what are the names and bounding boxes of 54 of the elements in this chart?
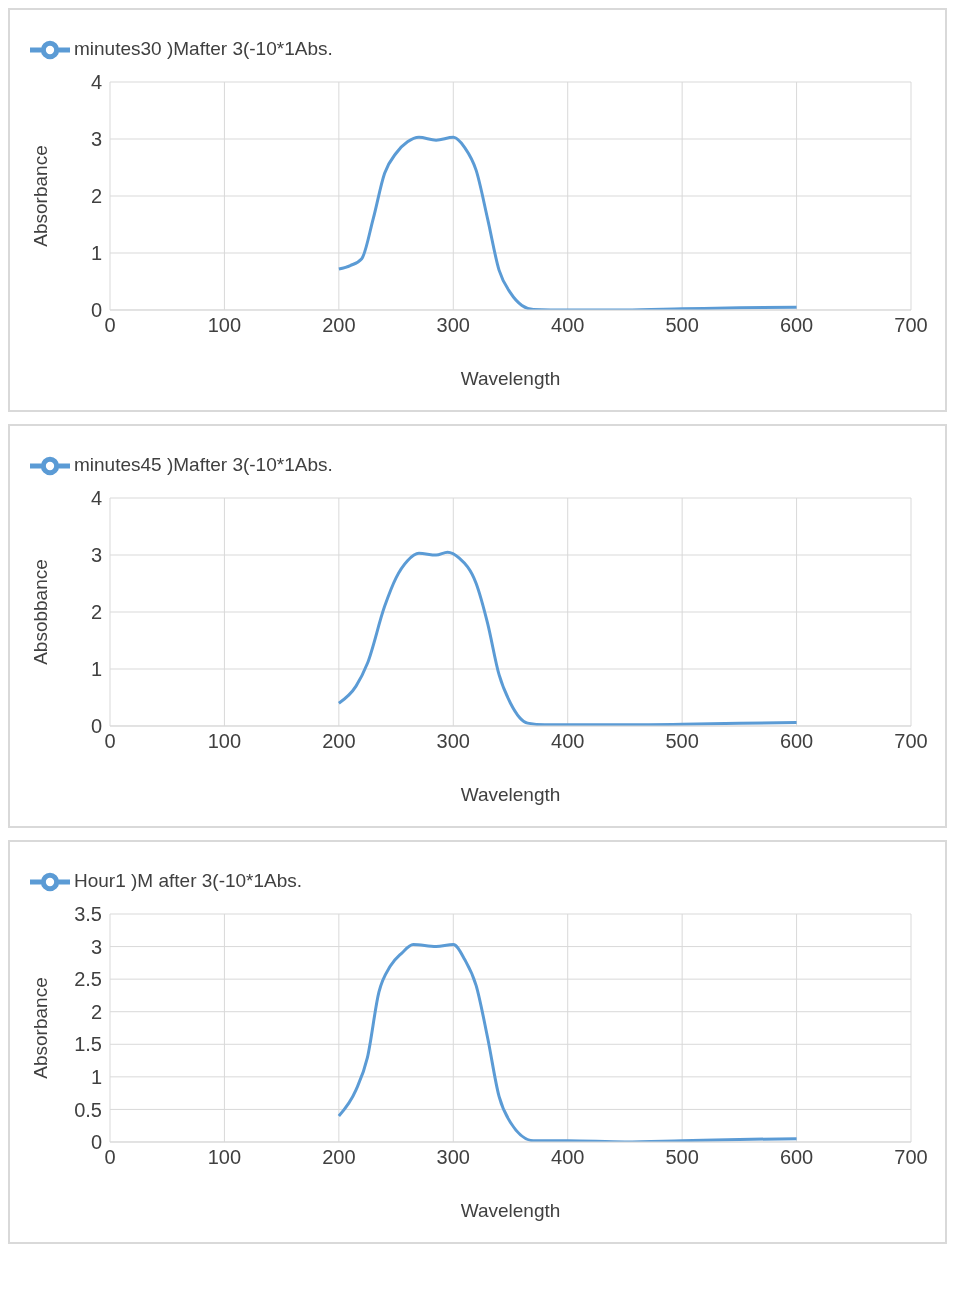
line-series <box>337 135 799 310</box>
y-tick-label: 3 <box>90 935 102 958</box>
y-tick-label: 2 <box>90 1000 102 1023</box>
x-tick-label: 400 <box>551 314 585 337</box>
x-tick-label: 700 <box>894 730 928 753</box>
x-tick-label: 100 <box>207 1146 242 1169</box>
x-tick-label: 300 <box>436 730 470 753</box>
line-series <box>337 943 799 1142</box>
x-tick-label: 200 <box>322 1146 356 1169</box>
x-tick-label: 200 <box>322 730 356 753</box>
x-tick-label: 400 <box>551 730 585 753</box>
x-tick-label: 0 <box>104 1146 116 1169</box>
legend-label: Hour1 )M after 3(-10*1Abs. <box>74 870 303 892</box>
x-tick-label: 100 <box>207 730 242 753</box>
y-tick-label: 2.5 <box>74 968 102 991</box>
y-tick-label: 4 <box>90 487 102 510</box>
y-tick-label: 1 <box>90 242 102 265</box>
x-tick-label: 700 <box>894 1146 928 1169</box>
y-tick-label: 0 <box>90 715 102 738</box>
x-tick-label: 500 <box>665 314 699 337</box>
x-tick-label: 0 <box>104 314 116 337</box>
x-tick-label: 300 <box>436 314 470 337</box>
y-tick-label: 0.5 <box>74 1098 102 1121</box>
x-axis-title: Wavelength <box>460 784 561 805</box>
x-axis-title: Wavelength <box>460 368 561 389</box>
y-tick-label: 1 <box>90 658 102 681</box>
y-axis-title: Absobbance <box>29 559 51 665</box>
x-tick-label: 200 <box>322 314 356 337</box>
y-tick-label: 2 <box>90 185 102 208</box>
y-tick-label: 3.5 <box>74 903 102 926</box>
y-tick-label: 1.5 <box>74 1033 102 1056</box>
y-tick-label: 0 <box>90 1131 102 1154</box>
x-tick-label: 300 <box>436 1146 470 1169</box>
y-tick-label: 0 <box>90 299 102 322</box>
y-axis-title: Absorbance <box>29 145 51 247</box>
line-series <box>337 550 799 726</box>
y-tick-label: 3 <box>90 544 102 567</box>
y-tick-label: 4 <box>90 71 102 94</box>
x-tick-label: 0 <box>104 730 116 753</box>
x-tick-label: 600 <box>779 730 814 753</box>
y-tick-label: 3 <box>90 128 102 151</box>
x-tick-label: 500 <box>665 730 699 753</box>
x-axis-title: Wavelength <box>460 1200 561 1221</box>
x-tick-label: 500 <box>665 1146 699 1169</box>
x-tick-label: 400 <box>551 1146 585 1169</box>
y-axis-title: Absorbance <box>29 977 51 1079</box>
x-tick-label: 700 <box>894 314 928 337</box>
legend-label: minutes30 )Mafter 3(-10*1Abs. <box>74 38 333 60</box>
x-tick-label: 600 <box>779 1146 814 1169</box>
x-tick-label: 600 <box>779 314 814 337</box>
y-tick-label: 1 <box>90 1065 102 1088</box>
x-tick-label: 100 <box>207 314 242 337</box>
legend-label: minutes45 )Mafter 3(-10*1Abs. <box>74 454 333 476</box>
y-tick-label: 2 <box>90 601 102 624</box>
